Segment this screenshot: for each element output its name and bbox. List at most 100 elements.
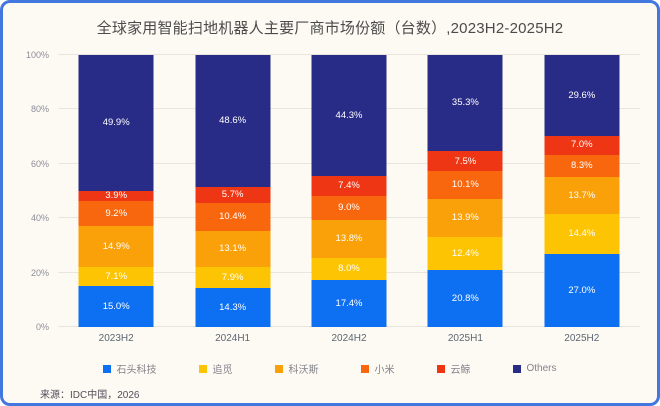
legend-item-科沃斯: 科沃斯 — [275, 361, 318, 376]
bar-segment-2025H2-石头科技: 27.0% — [544, 253, 620, 327]
segment-value-label: 12.4% — [451, 247, 479, 259]
y-tick-label-20: 20% — [30, 267, 49, 278]
legend-item-小米: 小米 — [361, 361, 394, 376]
legend-swatch-icon — [103, 364, 112, 373]
legend-label: 小米 — [374, 365, 395, 376]
legend-label: 石头科技 — [116, 365, 157, 376]
bar-segment-2023H2-小米: 9.2% — [78, 201, 154, 227]
bar-segment-2025H1-Others: 35.3% — [427, 55, 503, 152]
source-note: 来源：IDC中国，2026 — [40, 390, 140, 401]
bar-column-2024H1: 14.3% 7.9% 13.1% 10.4% 5.7% 48.6% — [195, 55, 271, 327]
segment-value-label: 35.3% — [451, 97, 479, 109]
legend-swatch-icon — [437, 364, 446, 373]
bar-segment-2024H2-石头科技: 17.4% — [311, 279, 387, 327]
segment-value-label: 13.1% — [219, 243, 247, 255]
segment-value-label: 10.1% — [451, 179, 479, 191]
segment-value-label: 8.0% — [338, 263, 360, 275]
segment-value-label: 8.3% — [570, 160, 593, 172]
legend: 石头科技 追觅 科沃斯 小米 云鲸 Others — [3, 361, 657, 376]
y-axis: 0% 20% 40% 60% 80% 100% — [3, 50, 51, 332]
legend-label: 科沃斯 — [288, 365, 319, 376]
bar-segment-2023H2-石头科技: 15.0% — [78, 286, 154, 327]
legend-swatch-icon — [275, 364, 284, 373]
bar-segment-2025H1-小米: 10.1% — [427, 171, 503, 199]
bar-column-2024H2: 17.4% 8.0% 13.8% 9.0% 7.4% 44.3% — [311, 55, 387, 327]
bar-segment-2024H1-小米: 10.4% — [195, 202, 271, 231]
bar-segment-2024H2-科沃斯: 13.8% — [311, 220, 387, 258]
bar-segment-2023H2-Others: 49.9% — [78, 55, 154, 191]
x-axis-label-2024H2: 2024H2 — [331, 333, 367, 344]
y-tick-label-40: 40% — [30, 213, 49, 224]
segment-value-label: 10.4% — [219, 211, 247, 223]
y-tick-label-80: 80% — [30, 104, 49, 115]
bar-segment-2024H1-科沃斯: 13.1% — [195, 231, 271, 267]
segment-value-label: 49.9% — [102, 117, 130, 129]
segment-value-label: 27.0% — [568, 284, 596, 296]
bar-segment-2024H1-Others: 48.6% — [195, 55, 271, 188]
segment-value-label: 7.1% — [105, 270, 128, 282]
bar-segment-2025H2-科沃斯: 13.7% — [544, 177, 620, 215]
x-axis-label-2025H1: 2025H1 — [447, 333, 483, 344]
segment-value-label: 9.2% — [105, 208, 128, 220]
bar-segment-2024H1-追觅: 7.9% — [195, 266, 271, 289]
y-tick-label-100: 100% — [25, 50, 49, 60]
bar-segment-2025H2-小米: 8.3% — [544, 154, 620, 178]
y-tick-label-60: 60% — [30, 158, 49, 169]
bar-segment-2024H2-小米: 9.0% — [311, 195, 387, 221]
bar-segment-2025H2-Others: 29.6% — [544, 55, 620, 136]
bar-segment-2025H1-云鲸: 7.5% — [427, 151, 503, 172]
bar-segment-2025H1-追觅: 12.4% — [427, 236, 503, 271]
bar-segment-2023H2-科沃斯: 14.9% — [78, 226, 154, 267]
legend-item-追觅: 追觅 — [199, 361, 232, 376]
segment-value-label: 20.8% — [451, 292, 479, 304]
segment-value-label: 7.5% — [454, 155, 477, 167]
segment-value-label: 14.3% — [219, 301, 247, 313]
bar-segment-2025H2-追觅: 14.4% — [544, 214, 620, 254]
segment-value-label: 13.9% — [451, 212, 479, 224]
x-axis-label-2025H2: 2025H2 — [564, 333, 600, 344]
bar-column-2023H2: 15.0% 7.1% 14.9% 9.2% 3.9% 49.9% — [78, 55, 154, 327]
plot-area: 15.0% 7.1% 14.9% 9.2% 3.9% 49.9% 14.3% 7.9% 13.1… — [58, 54, 640, 327]
segment-value-label: 14.9% — [102, 240, 130, 252]
legend-swatch-icon — [513, 364, 522, 373]
bar-segment-2024H1-石头科技: 14.3% — [195, 288, 271, 327]
bar-column-2025H1: 20.8% 12.4% 13.9% 10.1% 7.5% 35.3% — [427, 55, 503, 327]
bar-segment-2025H2-云鲸: 7.0% — [544, 135, 620, 155]
segment-value-label: 7.0% — [570, 139, 593, 151]
segment-value-label: 15.0% — [102, 300, 130, 312]
bar-segment-2024H2-云鲸: 7.4% — [311, 175, 387, 196]
legend-swatch-icon — [361, 364, 370, 373]
segment-value-label: 7.4% — [338, 180, 360, 192]
bar-segment-2023H2-云鲸: 3.9% — [78, 190, 154, 202]
y-tick-label-0: 0% — [35, 322, 49, 332]
bar-segment-2025H1-石头科技: 20.8% — [427, 270, 503, 327]
bar-segment-2024H2-追觅: 8.0% — [311, 257, 387, 280]
segment-value-label: 13.7% — [568, 190, 596, 202]
segment-value-label: 9.0% — [338, 202, 360, 214]
bar-segment-2024H2-Others: 44.3% — [311, 55, 387, 176]
bar-segment-2025H1-科沃斯: 13.9% — [427, 198, 503, 237]
legend-label: Others — [526, 363, 557, 374]
segment-value-label: 14.4% — [568, 228, 596, 240]
legend-label: 云鲸 — [450, 365, 471, 376]
segment-value-label: 48.6% — [219, 115, 247, 127]
segment-value-label: 13.8% — [335, 233, 363, 245]
legend-item-Others: Others — [513, 363, 557, 374]
segment-value-label: 3.9% — [105, 190, 128, 202]
bar-segment-2023H2-追觅: 7.1% — [78, 266, 154, 287]
segment-value-label: 7.9% — [221, 271, 244, 283]
bar-column-2025H2: 27.0% 14.4% 13.7% 8.3% 7.0% 29.6% — [544, 55, 620, 327]
x-axis-label-2023H2: 2023H2 — [98, 333, 134, 344]
gridline-100 — [58, 54, 640, 55]
segment-value-label: 44.3% — [335, 109, 363, 121]
segment-value-label: 5.7% — [221, 189, 244, 201]
x-axis-label-2024H1: 2024H1 — [215, 333, 251, 344]
segment-value-label: 29.6% — [568, 89, 596, 101]
bar-segment-2024H1-云鲸: 5.7% — [195, 187, 271, 203]
legend-swatch-icon — [199, 364, 208, 373]
legend-item-云鲸: 云鲸 — [437, 361, 470, 376]
legend-item-石头科技: 石头科技 — [103, 361, 156, 376]
chart-title: 全球家用智能扫地机器人主要厂商市场份额（台数）,2023H2-2025H2 — [96, 20, 564, 37]
legend-label: 追觅 — [212, 365, 233, 376]
